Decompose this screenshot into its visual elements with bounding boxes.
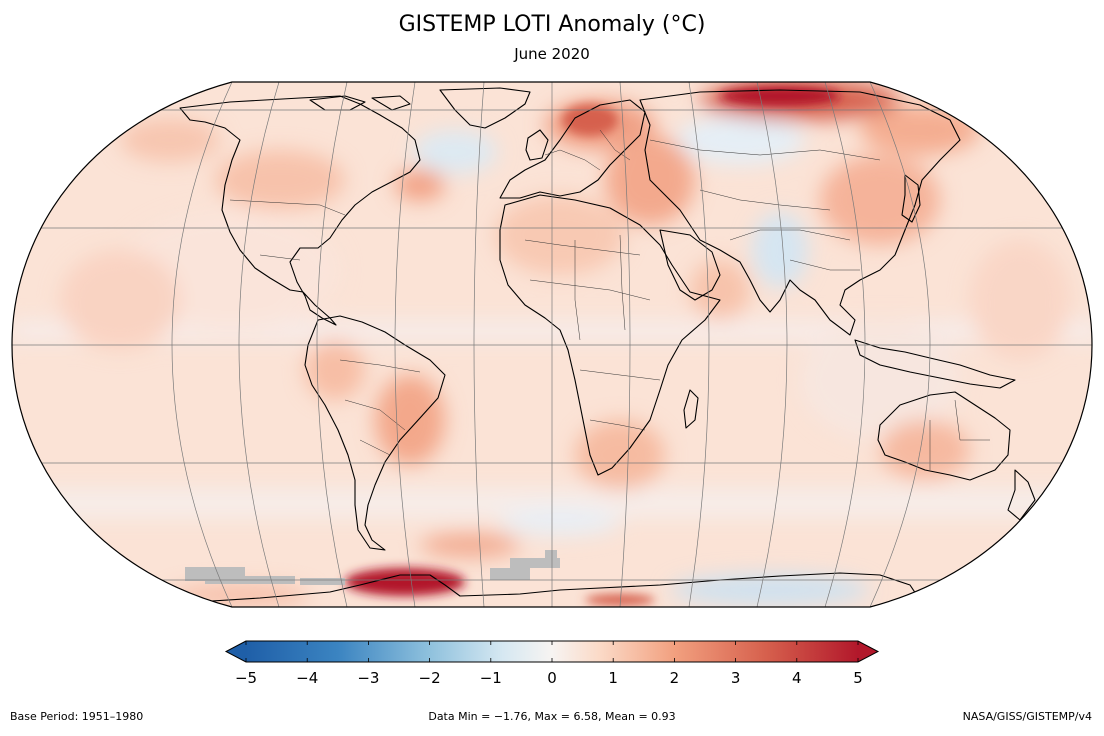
coastline-arctic-islands: [309, 95, 411, 111]
colorbar-tick-label: 1: [608, 669, 618, 687]
footer-base-period: Base Period: 1951–1980: [10, 710, 144, 723]
colorbar-tick-label: −3: [357, 669, 379, 687]
colorbar-gradient: [246, 641, 858, 662]
coastline-north-america: [179, 95, 421, 326]
coastline-africa: [499, 194, 721, 476]
colorbar-tick-label: −1: [480, 669, 502, 687]
country-borders: [229, 129, 990, 470]
colorbar-tick-label: −5: [235, 669, 257, 687]
colorbar-ticks: −5 −4 −3 −2 −1 0 1 2 3 4 5: [235, 641, 863, 687]
colorbar-tick-label: 4: [792, 669, 802, 687]
coastline-japan: [901, 174, 921, 223]
globe-outline: [11, 81, 1093, 608]
coastline-asia: [639, 89, 961, 336]
colorbar-tick-label: 3: [731, 669, 741, 687]
colorbar-tick-label: 2: [670, 669, 680, 687]
coastline-australia: [877, 391, 1011, 481]
footer-source: NASA/GISS/GISTEMP/v4: [962, 710, 1092, 723]
coastline-europe: [499, 99, 646, 199]
coastline-indonesia: [854, 339, 1016, 389]
colorbar-extend-high: [858, 641, 878, 662]
coastline-south-america: [304, 315, 446, 551]
anomaly-hotspots: [345, 86, 840, 606]
coastline-madagascar: [683, 389, 699, 429]
colorbar-tick-label: 5: [853, 669, 863, 687]
coastline-arabia: [659, 229, 721, 301]
graticule: [12, 82, 1092, 607]
coastline-uk: [525, 129, 549, 161]
coastline-greenland: [439, 87, 531, 129]
figure-title: GISTEMP LOTI Anomaly (°C): [398, 12, 706, 37]
colorbar-tick-label: −2: [419, 669, 441, 687]
figure-subtitle: June 2020: [514, 45, 590, 63]
colorbar: −5 −4 −3 −2 −1 0 1 2 3 4 5: [224, 640, 880, 687]
footer-data-stats: Data Min = −1.76, Max = 6.58, Mean = 0.9…: [428, 710, 676, 723]
colorbar-tick-label: 0: [547, 669, 557, 687]
colorbar-extend-low: [226, 641, 246, 662]
colorbar-tick-label: −4: [296, 669, 318, 687]
